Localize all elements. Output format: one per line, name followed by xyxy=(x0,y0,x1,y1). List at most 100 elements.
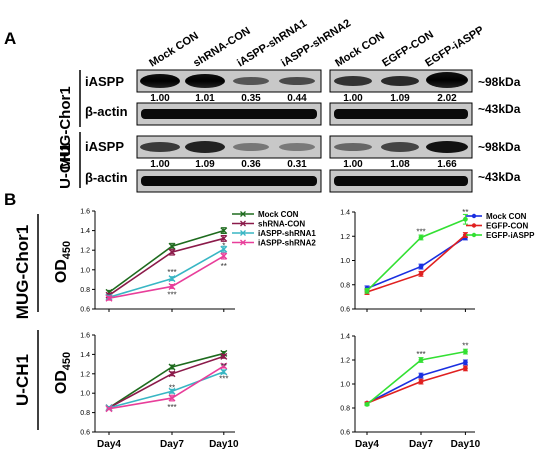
legend-marker xyxy=(240,220,246,227)
series-line xyxy=(366,234,466,293)
blot-band xyxy=(334,109,468,119)
od-label-sub: 450 xyxy=(61,241,73,259)
lane-label: Mock CON xyxy=(333,30,387,70)
quant-value: 1.00 xyxy=(343,93,363,104)
data-point xyxy=(168,275,176,283)
blot-band xyxy=(279,143,315,151)
quant-value: 1.09 xyxy=(390,93,410,104)
data-point xyxy=(220,245,228,253)
legend-label: EGFP-iASPP xyxy=(486,231,535,240)
blot-row-label-uch1: U-CH1 xyxy=(57,143,74,189)
x-tick-label: Day7 xyxy=(160,439,184,450)
legend-marker xyxy=(471,232,477,238)
data-point xyxy=(168,248,176,256)
quant-value: 0.31 xyxy=(287,159,307,170)
y-tick-label: 1.2 xyxy=(340,358,350,365)
legend-marker xyxy=(471,213,477,219)
x-tick-label: Day7 xyxy=(409,439,433,450)
data-point xyxy=(220,252,228,260)
data-point xyxy=(418,379,424,384)
y-tick-label: 1.0 xyxy=(80,267,90,274)
blot-band xyxy=(185,74,225,88)
y-tick-label: 0.8 xyxy=(80,287,90,294)
legend-marker xyxy=(240,230,246,236)
blot-band xyxy=(233,77,269,85)
chart-row-label-uch1: U-CH1 xyxy=(13,354,32,406)
chart-mug-overexpression: 0.60.81.01.21.4***** Mock CONEGFP-CONEGFP… xyxy=(340,208,535,314)
significance-marker: ** xyxy=(221,262,227,271)
blot-box xyxy=(136,69,322,93)
od-label-main: OD xyxy=(53,370,70,394)
quant-value: 2.02 xyxy=(437,93,457,104)
significance-marker: *** xyxy=(167,290,176,299)
data-point xyxy=(105,405,113,413)
y-tick-label: 1.2 xyxy=(80,248,90,255)
significance-marker: * xyxy=(222,241,225,250)
data-point xyxy=(418,373,424,378)
blot-band xyxy=(141,176,317,186)
series-line xyxy=(366,236,466,290)
data-point xyxy=(168,370,176,378)
blot-band xyxy=(426,72,468,88)
quant-value: 0.36 xyxy=(241,159,261,170)
legend-marker xyxy=(471,223,477,228)
y-tick-label: 0.6 xyxy=(80,430,90,437)
y-tick-label: 1.0 xyxy=(340,258,350,265)
legend-label: iASPP-shRNA2 xyxy=(258,239,316,248)
chart-mug-knockdown: 0.60.81.01.21.41.6*********Mock CONshRNA… xyxy=(80,209,316,314)
significance-marker: ** xyxy=(462,342,468,351)
legend-label: EGFP-CON xyxy=(486,222,528,231)
blot-band xyxy=(381,142,419,152)
quant-value: 1.00 xyxy=(150,93,170,104)
od-label-sub: 450 xyxy=(61,352,73,370)
legend-label: Mock CON xyxy=(258,210,299,219)
data-point xyxy=(418,271,424,277)
blot-band xyxy=(140,142,180,152)
blot-band xyxy=(334,176,468,186)
data-point xyxy=(168,394,176,402)
legend-label: Mock CON xyxy=(486,212,527,221)
data-point xyxy=(463,232,468,238)
y-tick-label: 1.4 xyxy=(80,228,90,235)
data-point xyxy=(364,402,370,407)
size-label-iaspp: ~98kDa xyxy=(478,140,521,154)
size-label-iaspp: ~98kDa xyxy=(478,75,521,89)
legend: Mock CONshRNA-CONiASPP-shRNA1iASPP-shRNA… xyxy=(232,210,316,248)
data-point xyxy=(220,352,228,360)
blot-box xyxy=(136,135,322,159)
protein-label-actin: β-actin xyxy=(85,104,128,119)
x-tick-label: Day10 xyxy=(451,439,481,450)
legend-marker xyxy=(240,211,246,217)
significance-marker: *** xyxy=(416,227,425,236)
y-tick-label: 1.0 xyxy=(340,382,350,389)
quant-value: 1.09 xyxy=(195,159,215,170)
data-point xyxy=(168,242,176,250)
data-point xyxy=(220,227,228,235)
significance-marker: *** xyxy=(219,375,228,384)
y-tick-label: 1.6 xyxy=(80,209,90,216)
data-point xyxy=(168,363,176,371)
lane-labels: Mock CON shRNA-CON iASPP-shRNA1 iASPP-sh… xyxy=(147,17,486,69)
svg-text:OD450: OD450 xyxy=(53,352,73,394)
data-point xyxy=(463,349,468,354)
data-point xyxy=(220,368,228,376)
blot-band xyxy=(334,76,372,86)
data-point xyxy=(463,216,468,222)
series-line xyxy=(108,355,225,409)
chart-row-label-mug: MUG-Chor1 xyxy=(13,225,32,319)
od-label: OD450 xyxy=(53,352,73,394)
blot-band xyxy=(426,141,468,153)
blot-band xyxy=(141,109,317,119)
y-tick-label: 0.6 xyxy=(80,307,90,314)
significance-marker: *** xyxy=(167,403,176,412)
data-point xyxy=(105,294,113,302)
data-point xyxy=(463,360,468,365)
y-tick-label: 1.6 xyxy=(80,333,90,340)
data-point xyxy=(418,235,424,240)
y-tick-label: 1.4 xyxy=(80,352,90,359)
quant-value: 0.44 xyxy=(287,93,307,104)
significance-marker: *** xyxy=(167,268,176,277)
